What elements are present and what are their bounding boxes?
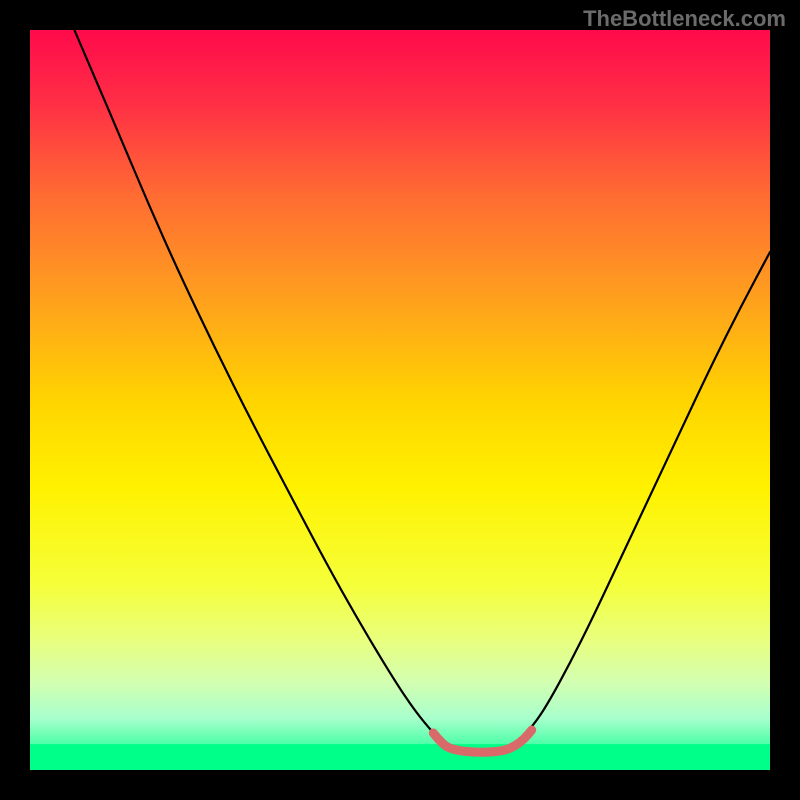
plot-svg	[30, 30, 770, 770]
plot-background	[30, 30, 770, 770]
watermark-text: TheBottleneck.com	[583, 6, 786, 32]
plot-base-band	[30, 744, 770, 770]
plot-area	[30, 30, 770, 770]
